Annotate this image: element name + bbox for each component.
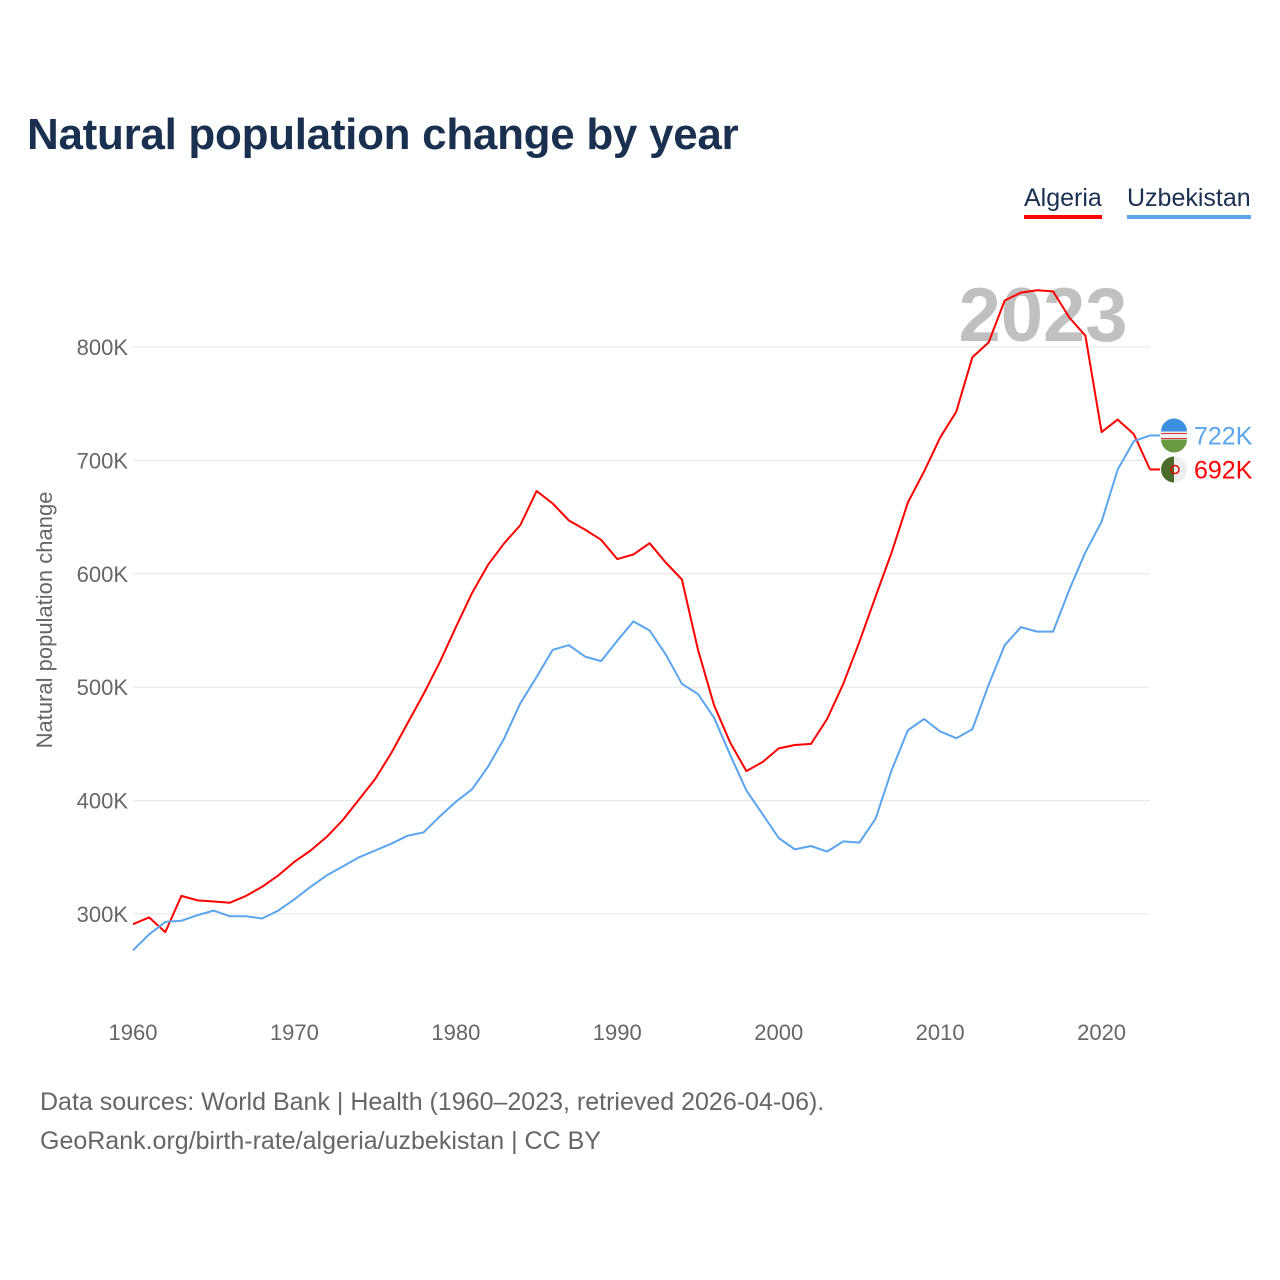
y-tick-label: 600K xyxy=(77,562,129,587)
x-tick-label: 1990 xyxy=(593,1020,642,1045)
source-url: GeoRank.org/birth-rate/algeria/uzbekista… xyxy=(40,1127,601,1155)
flag-blue xyxy=(1161,418,1187,432)
y-tick-label: 500K xyxy=(77,675,129,700)
x-tick-label: 1970 xyxy=(270,1020,319,1045)
flag-crescent xyxy=(1170,464,1180,475)
y-tick-label: 300K xyxy=(77,902,129,927)
x-tick-label: 2010 xyxy=(916,1020,965,1045)
flag-green xyxy=(1161,439,1187,453)
x-tick-label: 2020 xyxy=(1077,1020,1126,1045)
x-tick-label: 1980 xyxy=(431,1020,480,1045)
y-tick-label: 700K xyxy=(77,448,129,473)
x-tick-label: 2000 xyxy=(754,1020,803,1045)
end-value-label: 722K xyxy=(1194,422,1253,450)
series-line-uzbekistan xyxy=(132,434,1151,952)
y-tick-label: 800K xyxy=(77,335,129,360)
uzbekistan-flag-icon xyxy=(1161,418,1187,453)
legend-algeria[interactable]: Algeria xyxy=(1024,184,1102,219)
end-value-label: 692K xyxy=(1194,456,1253,484)
source-note: Data sources: World Bank | Health (1960–… xyxy=(40,1088,825,1116)
algeria-flag-icon xyxy=(1161,456,1187,483)
chart-title: Natural population change by year xyxy=(27,110,739,159)
y-axis-label: Natural population change xyxy=(32,492,57,749)
x-tick-label: 1960 xyxy=(109,1020,158,1045)
flag-green xyxy=(1161,456,1174,483)
legend-uzbekistan[interactable]: Uzbekistan xyxy=(1127,184,1251,219)
y-tick-label: 400K xyxy=(77,789,129,814)
series-line-algeria xyxy=(132,289,1151,934)
year-label: 2023 xyxy=(958,273,1127,358)
